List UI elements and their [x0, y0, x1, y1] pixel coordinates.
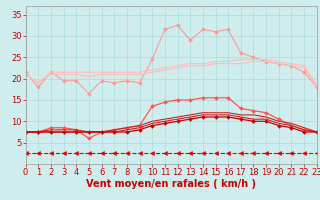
X-axis label: Vent moyen/en rafales ( km/h ): Vent moyen/en rafales ( km/h ) [86, 179, 256, 189]
